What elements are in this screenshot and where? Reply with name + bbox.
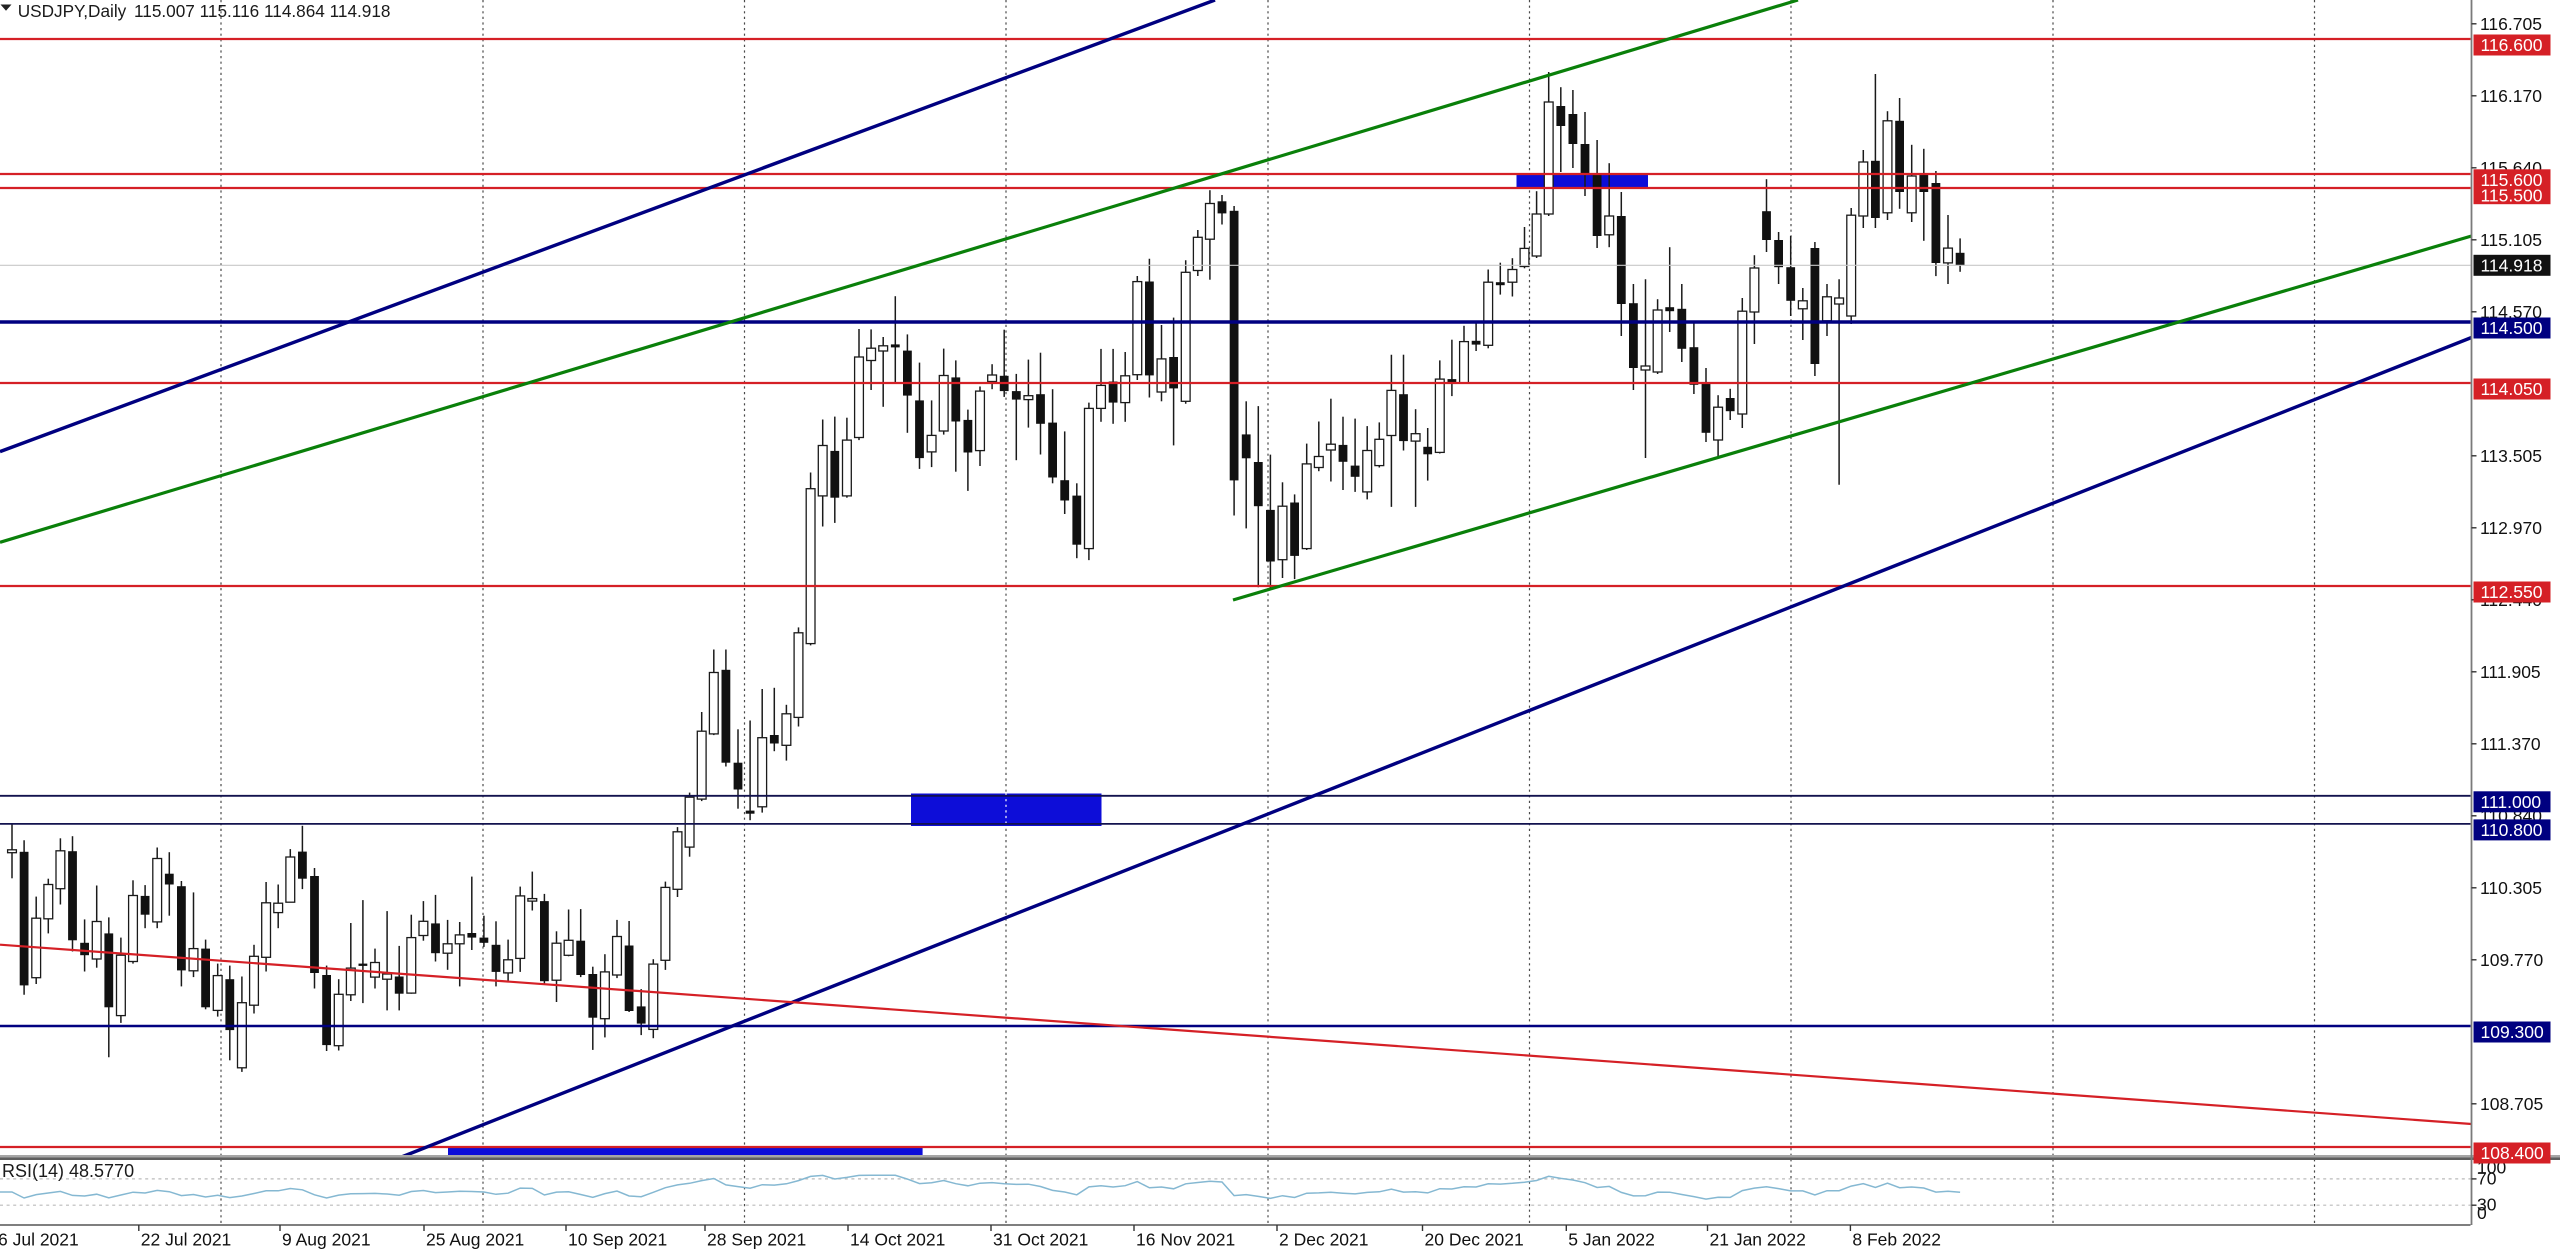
svg-text:28 Sep 2021: 28 Sep 2021 [707, 1230, 806, 1250]
svg-text:31 Oct 2021: 31 Oct 2021 [993, 1230, 1088, 1250]
svg-text:114.050: 114.050 [2481, 379, 2543, 399]
svg-text:25 Aug 2021: 25 Aug 2021 [426, 1230, 524, 1250]
svg-text:108.400: 108.400 [2481, 1143, 2545, 1163]
svg-text:112.970: 112.970 [2480, 518, 2542, 538]
svg-text:116.705: 116.705 [2480, 14, 2542, 34]
svg-text:111.905: 111.905 [2480, 662, 2541, 682]
svg-text:10 Sep 2021: 10 Sep 2021 [568, 1230, 667, 1250]
svg-text:115.600: 115.600 [2481, 170, 2543, 190]
svg-text:113.505: 113.505 [2480, 446, 2542, 466]
svg-text:111.370: 111.370 [2480, 734, 2541, 754]
svg-text:115.105: 115.105 [2480, 230, 2542, 250]
svg-text:115.500: 115.500 [2481, 186, 2543, 206]
svg-text:2 Dec 2021: 2 Dec 2021 [1279, 1230, 1369, 1250]
svg-text:114.918: 114.918 [2481, 256, 2543, 276]
svg-text:109.770: 109.770 [2480, 950, 2544, 970]
svg-text:USDJPY,Daily: USDJPY,Daily [18, 1, 127, 21]
svg-text:9 Aug 2021: 9 Aug 2021 [282, 1230, 371, 1250]
svg-text:115.007 115.116 114.864 114.91: 115.007 115.116 114.864 114.918 [134, 1, 390, 21]
svg-text:14 Oct 2021: 14 Oct 2021 [850, 1230, 945, 1250]
svg-text:116.600: 116.600 [2481, 35, 2543, 55]
svg-text:111.000: 111.000 [2481, 792, 2542, 812]
svg-text:5 Jan 2022: 5 Jan 2022 [1568, 1230, 1655, 1250]
svg-text:114.570: 114.570 [2480, 302, 2542, 322]
svg-text:22 Jul 2021: 22 Jul 2021 [141, 1230, 232, 1250]
svg-text:16 Nov 2021: 16 Nov 2021 [1136, 1230, 1235, 1250]
svg-text:110.305: 110.305 [2480, 878, 2542, 898]
svg-text:20 Dec 2021: 20 Dec 2021 [1425, 1230, 1524, 1250]
svg-text:116.170: 116.170 [2480, 86, 2542, 106]
svg-text:6 Jul 2021: 6 Jul 2021 [0, 1230, 79, 1250]
svg-text:114.500: 114.500 [2481, 318, 2543, 338]
svg-text:112.550: 112.550 [2481, 582, 2543, 602]
svg-text:21 Jan 2022: 21 Jan 2022 [1710, 1230, 1806, 1250]
svg-text:30: 30 [2477, 1195, 2497, 1215]
svg-text:RSI(14) 48.5770: RSI(14) 48.5770 [2, 1161, 134, 1181]
svg-text:110.800: 110.800 [2481, 820, 2543, 840]
svg-text:70: 70 [2477, 1169, 2497, 1189]
svg-text:8 Feb 2022: 8 Feb 2022 [1852, 1230, 1941, 1250]
svg-text:109.300: 109.300 [2481, 1022, 2545, 1042]
svg-text:108.705: 108.705 [2480, 1094, 2543, 1114]
svg-text:0: 0 [2477, 1203, 2487, 1223]
